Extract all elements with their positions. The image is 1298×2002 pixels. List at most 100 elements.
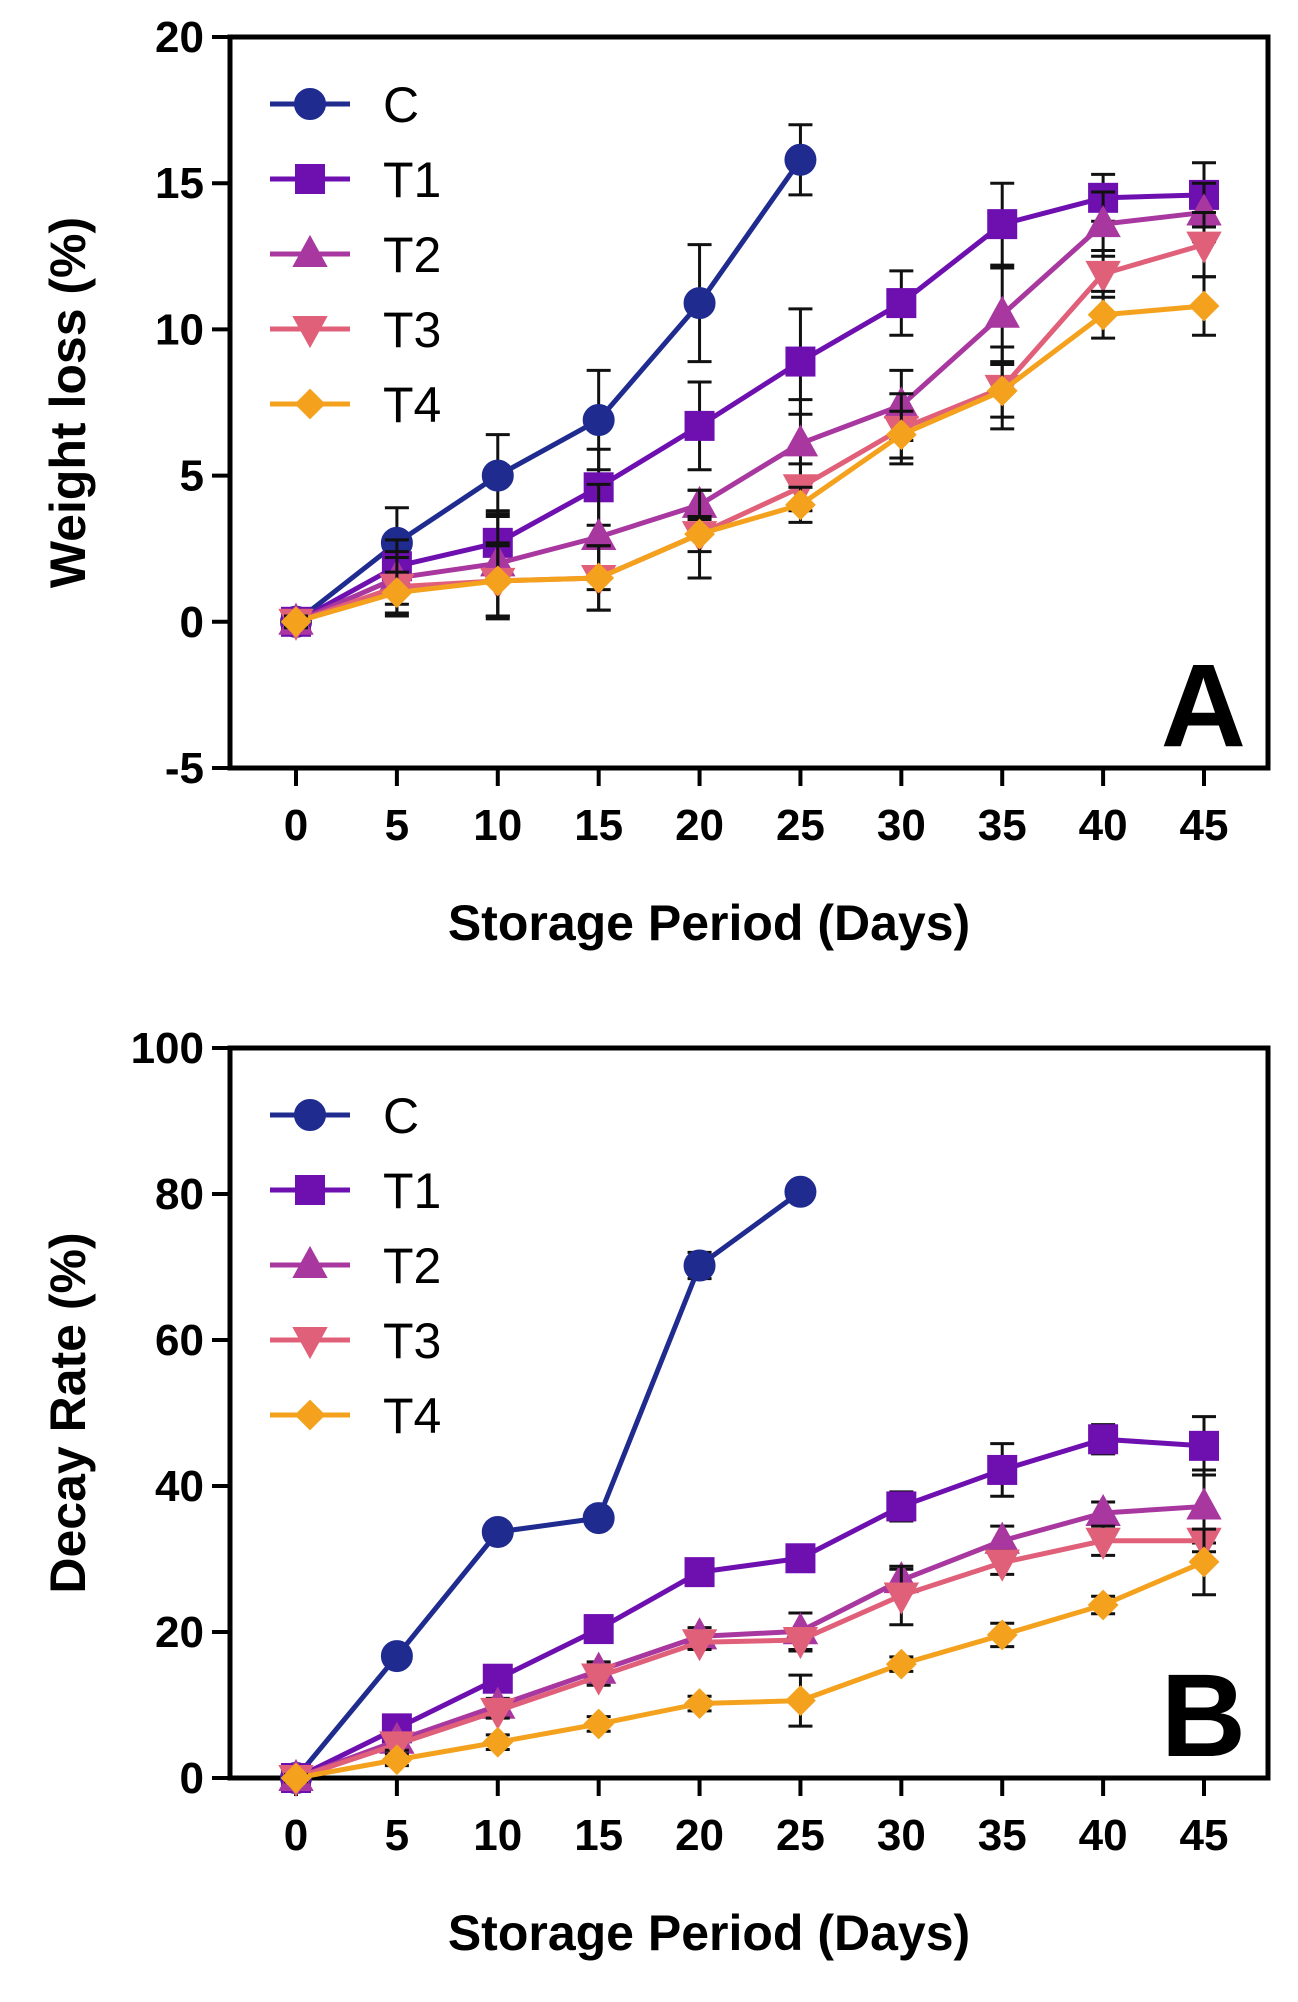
data-point-t1 xyxy=(1089,1425,1117,1453)
legend-marker xyxy=(296,1401,324,1429)
data-point-t1 xyxy=(686,1558,714,1586)
y-tick-label: 0 xyxy=(180,598,204,647)
panel-b-decay-rate-chart: 0 20 40 60 80 100 0 5 10 15 20 25 30 35 40 45 Storage Pe… xyxy=(40,1024,1268,1961)
data-point-t1 xyxy=(786,348,814,376)
data-point-c xyxy=(785,1177,815,1207)
x-tick-label: 5 xyxy=(385,1811,409,1860)
x-tick-label: 40 xyxy=(1079,801,1128,850)
panel-label: B xyxy=(1161,1650,1246,1782)
y-tick-label: 5 xyxy=(180,452,204,501)
data-point-c xyxy=(584,1503,614,1533)
x-tick-label: 45 xyxy=(1180,1811,1229,1860)
legend-marker xyxy=(296,1176,324,1204)
legend-label: T4 xyxy=(383,1388,441,1444)
data-point-t2 xyxy=(1188,1489,1220,1518)
data-point-t1 xyxy=(585,1615,613,1643)
data-point-t1 xyxy=(887,289,915,317)
data-point-t4 xyxy=(1190,292,1218,320)
data-point-t4 xyxy=(887,1650,915,1678)
panel-a-weight-loss-chart: -505101520051015202530354045Storage Peri… xyxy=(40,13,1268,951)
legend-label: T3 xyxy=(383,1313,441,1369)
x-tick-label: 10 xyxy=(473,1811,522,1860)
data-point-t4 xyxy=(585,1710,613,1738)
y-tick-label: 40 xyxy=(155,1462,204,1511)
data-point-t1 xyxy=(686,412,714,440)
data-point-t4 xyxy=(786,1687,814,1715)
data-point-c xyxy=(483,461,513,491)
data-point-c xyxy=(685,288,715,318)
data-point-c xyxy=(584,405,614,435)
legend-item-t1: T1 xyxy=(270,152,441,208)
legend-label: T2 xyxy=(383,1238,441,1294)
legend-item-t1: T1 xyxy=(270,1163,441,1219)
legend-item-t4: T4 xyxy=(270,377,441,433)
legend-item-t3: T3 xyxy=(270,1313,441,1369)
legend-label: C xyxy=(383,77,419,133)
data-point-c xyxy=(382,1641,412,1671)
data-point-t1 xyxy=(988,210,1016,238)
y-tick-label: 20 xyxy=(155,13,204,62)
y-tick-label: 0 xyxy=(180,1754,204,1803)
data-point-t4 xyxy=(686,1690,714,1718)
legend-item-c: C xyxy=(270,77,419,133)
y-axis-title: Weight loss (%) xyxy=(40,217,96,588)
figure: -5 0 5 10 15 20 0 5 10 15 20 25 30 35 40 45 Storage Peri… xyxy=(0,0,1298,2002)
x-tick-label: 5 xyxy=(385,801,409,850)
legend-marker xyxy=(296,165,324,193)
x-tick-label: 35 xyxy=(978,801,1027,850)
series-c xyxy=(281,125,815,637)
data-point-t1 xyxy=(887,1492,915,1520)
x-tick-label: 25 xyxy=(776,801,825,850)
x-tick-label: 40 xyxy=(1079,1811,1128,1860)
x-tick-label: 15 xyxy=(574,1811,623,1860)
legend-marker xyxy=(295,89,325,119)
data-point-t4 xyxy=(484,1728,512,1756)
x-tick-label: 30 xyxy=(877,1811,926,1860)
y-tick-label: 20 xyxy=(155,1608,204,1657)
legend-item-t2: T2 xyxy=(270,227,441,283)
data-point-t1 xyxy=(786,1544,814,1572)
x-tick-label: 0 xyxy=(284,1811,308,1860)
data-point-t4 xyxy=(988,1621,1016,1649)
data-point-c xyxy=(483,1517,513,1547)
legend-item-t3: T3 xyxy=(270,302,441,358)
legend-marker xyxy=(296,390,324,418)
x-tick-label: 20 xyxy=(675,1811,724,1860)
data-point-c xyxy=(685,1251,715,1281)
data-point-t1 xyxy=(1190,1432,1218,1460)
legend: C T1 T2 T3 T4 xyxy=(270,77,441,433)
legend-item-c: C xyxy=(270,1088,419,1144)
y-tick-label: 100 xyxy=(131,1024,204,1073)
legend-label: T4 xyxy=(383,377,441,433)
series-line-t3 xyxy=(296,1541,1204,1778)
legend-item-t4: T4 xyxy=(270,1388,441,1444)
x-tick-label: 20 xyxy=(675,801,724,850)
x-tick-label: 0 xyxy=(284,801,308,850)
data-point-c xyxy=(785,145,815,175)
legend-label: T1 xyxy=(383,1163,441,1219)
x-tick-label: 15 xyxy=(574,801,623,850)
x-tick-label: 25 xyxy=(776,1811,825,1860)
legend-item-t2: T2 xyxy=(270,1238,441,1294)
legend-label: T2 xyxy=(383,227,441,283)
data-point-t1 xyxy=(988,1456,1016,1484)
series-line-t4 xyxy=(296,1562,1204,1778)
x-tick-label: 35 xyxy=(978,1811,1027,1860)
panel-label: A xyxy=(1161,640,1246,772)
y-tick-label: 80 xyxy=(155,1170,204,1219)
figure-svg: -5 0 5 10 15 20 0 5 10 15 20 25 30 35 40 45 Storage Peri… xyxy=(0,0,1298,2002)
legend-marker xyxy=(295,1100,325,1130)
series-t4 xyxy=(282,1529,1218,1792)
y-tick-label: -5 xyxy=(165,744,204,793)
x-axis-title: Storage Period (Days) xyxy=(448,1905,970,1961)
x-tick-label: 45 xyxy=(1180,801,1229,850)
legend-label: C xyxy=(383,1088,419,1144)
y-tick-label: 60 xyxy=(155,1316,204,1365)
x-axis-title: Storage Period (Days) xyxy=(448,895,970,951)
legend-label: T3 xyxy=(383,302,441,358)
y-tick-label: 10 xyxy=(155,305,204,354)
x-tick-label: 10 xyxy=(473,801,522,850)
y-axis-title: Decay Rate (%) xyxy=(40,1232,96,1593)
y-tick-label: 15 xyxy=(155,159,204,208)
legend-label: T1 xyxy=(383,152,441,208)
